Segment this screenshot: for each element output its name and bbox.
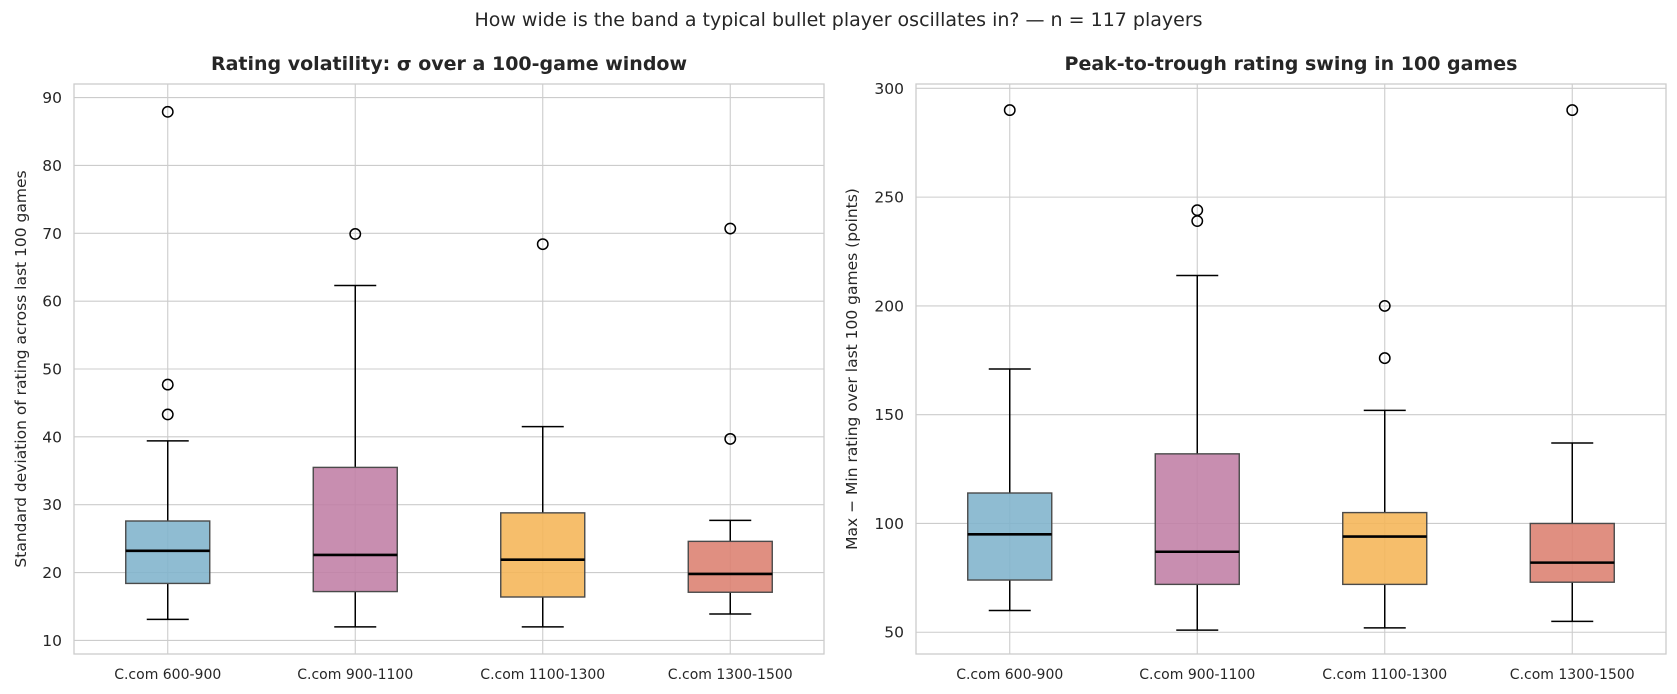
x-tick-label: C.com 900-1100 bbox=[1139, 667, 1255, 683]
y-axis-label: Standard deviation of rating across last… bbox=[12, 170, 30, 567]
figure-suptitle: How wide is the band a typical bullet pl… bbox=[474, 9, 1203, 31]
panel-2: 50 100 150 200 250 300 C.com 600-900 C.com 900-… bbox=[843, 53, 1667, 683]
box-group-1 bbox=[967, 104, 1053, 612]
y-axis-label: Max − Min rating over last 100 games (po… bbox=[843, 188, 861, 550]
box-group-2 bbox=[1154, 204, 1240, 631]
outlier-point bbox=[1378, 299, 1391, 312]
outlier-point bbox=[724, 432, 737, 445]
outlier-point bbox=[349, 228, 362, 240]
y-tick-label: 30 bbox=[42, 496, 62, 514]
box-group-4 bbox=[1529, 104, 1615, 623]
iqr-box bbox=[967, 492, 1053, 581]
iqr-box bbox=[1529, 522, 1615, 583]
iqr-box bbox=[1342, 511, 1428, 586]
axes-frame bbox=[915, 83, 1667, 655]
iqr-box bbox=[1154, 453, 1240, 586]
outlier-point bbox=[161, 378, 174, 391]
outlier-point bbox=[1566, 104, 1579, 117]
iqr-box bbox=[687, 540, 773, 593]
axes-frame bbox=[73, 83, 825, 655]
panel-1: 10 20 30 40 50 60 70 80 90 C.com 600-900 C.com 900… bbox=[12, 53, 825, 683]
y-tick-label: 50 bbox=[42, 361, 62, 379]
x-tick-label: C.com 1100-1300 bbox=[480, 667, 605, 683]
outlier-point bbox=[536, 238, 549, 251]
y-tick-label: 250 bbox=[874, 189, 904, 207]
x-tick-label: C.com 900-1100 bbox=[297, 667, 413, 683]
y-tick-label: 70 bbox=[42, 225, 62, 243]
y-tick-label: 90 bbox=[42, 89, 62, 107]
x-tick-label: C.com 600-900 bbox=[114, 667, 221, 683]
y-tick-label: 80 bbox=[42, 157, 62, 175]
outlier-point bbox=[724, 222, 737, 235]
x-tick-label: C.com 1300-1500 bbox=[1510, 667, 1635, 683]
y-tick-label: 10 bbox=[42, 632, 62, 650]
outlier-point bbox=[161, 105, 174, 118]
x-tick-label: C.com 1100-1300 bbox=[1322, 667, 1447, 683]
iqr-box bbox=[500, 512, 586, 598]
box-group-3 bbox=[500, 238, 586, 628]
axes-title: Rating volatility: σ over a 100-game win… bbox=[211, 53, 687, 75]
y-tick-label: 60 bbox=[42, 293, 62, 311]
outlier-point bbox=[1378, 352, 1391, 365]
y-tick-label: 20 bbox=[42, 564, 62, 582]
box-group-1 bbox=[125, 105, 211, 621]
x-tick-label: C.com 600-900 bbox=[956, 667, 1063, 683]
axes-title: Peak-to-trough rating swing in 100 games bbox=[1065, 53, 1518, 75]
y-tick-label: 150 bbox=[874, 406, 904, 424]
box-group-2 bbox=[312, 228, 398, 628]
outlier-point bbox=[161, 408, 174, 421]
y-tick-label: 40 bbox=[42, 428, 62, 446]
outlier-point bbox=[1191, 215, 1204, 228]
box-group-3 bbox=[1342, 299, 1428, 629]
x-tick-label: C.com 1300-1500 bbox=[668, 667, 793, 683]
y-tick-label: 100 bbox=[874, 515, 904, 533]
y-tick-label: 300 bbox=[874, 80, 904, 98]
outlier-point bbox=[1003, 104, 1016, 117]
box-group-4 bbox=[687, 222, 773, 615]
iqr-box bbox=[125, 520, 211, 585]
y-tick-label: 200 bbox=[874, 297, 904, 315]
y-tick-label: 50 bbox=[884, 624, 904, 642]
iqr-box bbox=[312, 466, 398, 593]
